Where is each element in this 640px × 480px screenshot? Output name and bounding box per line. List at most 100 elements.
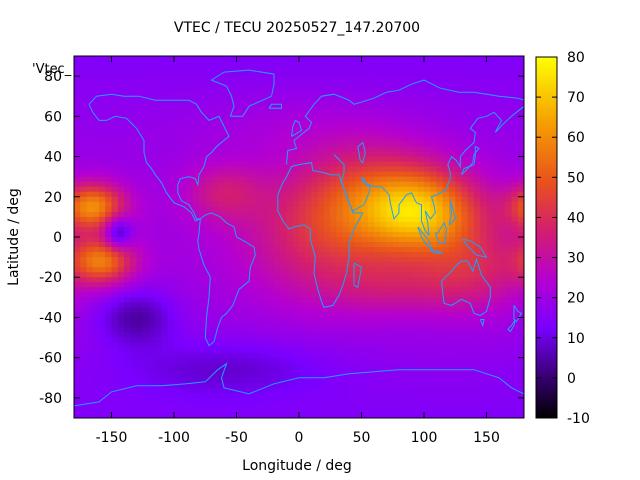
heat-cell (330, 237, 338, 243)
heat-cell (149, 116, 156, 122)
heat-cell (405, 257, 413, 263)
heat-cell (355, 86, 363, 92)
heat-cell (217, 307, 225, 314)
heat-cell (261, 297, 269, 303)
heat-cell (405, 262, 413, 268)
heat-cell (205, 66, 213, 72)
heat-cell (174, 312, 181, 319)
heat-cell (142, 141, 150, 148)
heat-cell (92, 387, 100, 394)
heat-cell (274, 136, 281, 143)
heat-cell (111, 156, 119, 163)
heat-cell (411, 101, 419, 107)
heat-cell (255, 76, 263, 82)
heat-cell (311, 116, 319, 122)
heat-cell (486, 272, 494, 278)
heat-cell (242, 392, 250, 399)
heat-cell (292, 312, 300, 319)
heat-cell (349, 136, 356, 143)
heat-cell (186, 267, 194, 273)
heat-cell (267, 166, 275, 173)
heat-cell (492, 126, 500, 133)
heat-cell (505, 176, 513, 183)
heat-cell (186, 352, 194, 359)
heat-cell (411, 216, 419, 223)
heat-cell (74, 272, 81, 278)
heat-cell (317, 66, 325, 72)
heat-cell (499, 151, 506, 158)
heat-cell (186, 387, 194, 394)
heat-cell (161, 342, 169, 349)
heat-cell (111, 191, 119, 198)
heat-cell (374, 412, 381, 418)
heat-cell (305, 171, 313, 178)
heat-cell (230, 292, 238, 298)
heat-cell (224, 362, 231, 369)
heat-cell (130, 176, 138, 183)
heat-cell (124, 191, 131, 198)
heat-cell (324, 272, 331, 278)
heat-cell (367, 106, 375, 112)
heat-cell (149, 191, 156, 198)
heat-cell (180, 352, 188, 359)
heat-cell (130, 221, 138, 228)
heat-cell (92, 322, 100, 329)
heat-cell (136, 56, 144, 62)
heat-cell (192, 171, 200, 178)
heat-cell (149, 226, 156, 233)
heat-cell (280, 302, 288, 308)
heat-cell (242, 141, 250, 148)
heat-cell (92, 407, 100, 414)
heat-cell (392, 282, 400, 288)
heat-cell (111, 226, 119, 233)
heat-cell (442, 166, 450, 173)
heat-cell (180, 76, 188, 82)
heat-cell (311, 367, 319, 374)
heat-cell (267, 387, 275, 394)
heat-cell (217, 196, 225, 203)
heat-cell (311, 81, 319, 87)
heat-cell (99, 196, 106, 203)
heat-cell (374, 81, 381, 87)
heat-cell (230, 357, 238, 364)
heat-cell (130, 282, 138, 288)
heat-cell (174, 247, 181, 253)
heat-cell (311, 342, 319, 349)
heat-cell (124, 357, 131, 364)
heat-cell (486, 76, 494, 82)
heat-cell (205, 186, 213, 193)
heat-cell (492, 377, 500, 384)
heat-cell (380, 317, 388, 324)
heat-cell (117, 272, 125, 278)
heat-cell (255, 287, 263, 293)
heat-cell (136, 201, 144, 208)
heat-cell (217, 367, 225, 374)
heat-cell (486, 211, 494, 218)
heat-cell (417, 392, 425, 399)
heat-cell (280, 267, 288, 273)
heat-cell (336, 81, 344, 87)
heat-cell (330, 287, 338, 293)
heat-cell (267, 226, 275, 233)
heat-cell (342, 402, 350, 409)
heat-cell (367, 287, 375, 293)
heat-cell (142, 136, 150, 143)
heat-cell (286, 66, 294, 72)
heat-cell (205, 242, 213, 248)
heat-cell (124, 262, 131, 268)
heat-cell (461, 252, 469, 258)
heat-cell (299, 287, 306, 293)
heat-cell (92, 186, 100, 193)
heat-cell (211, 186, 219, 193)
heat-cell (299, 387, 306, 394)
heat-cell (105, 372, 113, 379)
heat-cell (274, 277, 281, 283)
heat-cell (480, 322, 488, 329)
heat-cell (455, 317, 463, 324)
heat-cell (211, 161, 219, 168)
heat-cell (267, 342, 275, 349)
heat-cell (374, 181, 381, 188)
heat-cell (217, 412, 225, 418)
heat-cell (486, 382, 494, 389)
heat-cell (124, 372, 131, 379)
